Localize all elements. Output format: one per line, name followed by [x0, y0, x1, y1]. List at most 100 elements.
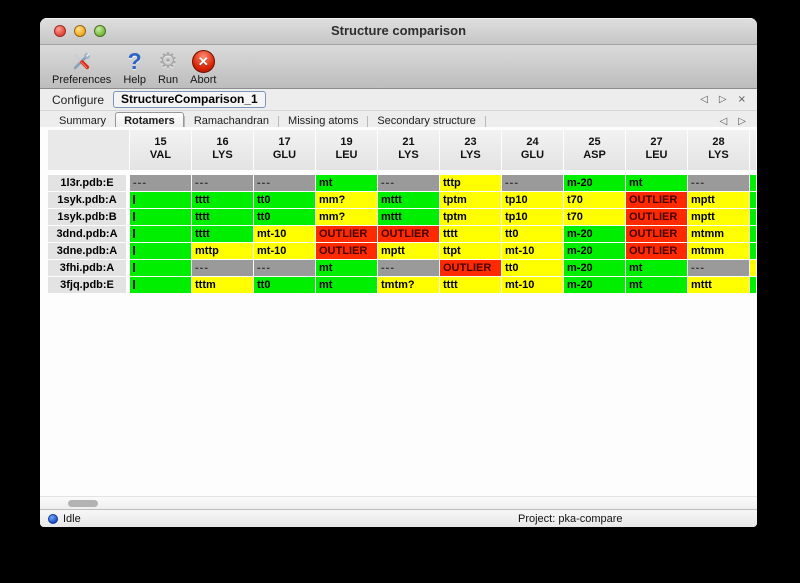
- rotamer-cell[interactable]: tttt: [192, 192, 253, 208]
- rotamer-cell[interactable]: OUTLIER: [316, 226, 377, 242]
- rotamer-cell[interactable]: m-20: [564, 226, 625, 242]
- rotamer-cell[interactable]: mtmm: [688, 243, 749, 259]
- close-configuration-icon[interactable]: ×: [737, 94, 746, 105]
- rotamer-cell[interactable]: ---: [378, 260, 439, 276]
- help-button[interactable]: ? Help: [123, 49, 146, 87]
- rotamer-cell[interactable]: mptt: [688, 192, 749, 208]
- configure-label: Configure: [52, 92, 105, 107]
- prev-tab-icon[interactable]: ◁: [719, 116, 728, 127]
- rotamer-cell[interactable]: mt: [316, 277, 377, 293]
- prev-configuration-icon[interactable]: ◁: [700, 94, 708, 105]
- rotamer-cell[interactable]: mm?: [316, 209, 377, 225]
- rotamer-cell[interactable]: mt: [626, 260, 687, 276]
- configuration-name-field[interactable]: StructureComparison_1: [113, 91, 266, 108]
- rotamer-cell[interactable]: ---: [130, 175, 191, 191]
- abort-button[interactable]: ✕ Abort: [190, 49, 216, 86]
- rotamer-cell[interactable]: t70: [564, 209, 625, 225]
- rotamer-cell[interactable]: [130, 226, 191, 242]
- rotamer-cell[interactable]: OUTLIER: [440, 260, 501, 276]
- next-tab-icon[interactable]: ▷: [738, 116, 746, 127]
- row-label[interactable]: 1syk.pdb:A: [48, 192, 126, 208]
- rotamer-cell[interactable]: mptt: [378, 243, 439, 259]
- rotamer-cell[interactable]: mttt: [378, 209, 439, 225]
- row-label[interactable]: 3dnd.pdb:A: [48, 226, 126, 242]
- rotamer-cell[interactable]: [130, 209, 191, 225]
- rotamer-cell[interactable]: t70: [564, 192, 625, 208]
- rotamer-cell[interactable]: mt: [316, 175, 377, 191]
- row-label[interactable]: 3dne.pdb:A: [48, 243, 126, 259]
- rotamer-cell[interactable]: tttt: [192, 209, 253, 225]
- content-area: 15 VAL 16 LYS 17 GLU 19 LEU 21 LYS 23 LYS 24 GLU 25 ASP…: [40, 127, 757, 497]
- tab-summary[interactable]: Summary: [59, 115, 107, 127]
- rotamer-cell[interactable]: ---: [688, 260, 749, 276]
- rotamer-cell[interactable]: tt0: [254, 209, 315, 225]
- tab-secondary-structure[interactable]: Secondary structure: [377, 115, 476, 127]
- rotamer-cell[interactable]: m-20: [564, 243, 625, 259]
- rotamer-cell[interactable]: mt: [626, 175, 687, 191]
- rotamer-cell[interactable]: OUTLIER: [626, 192, 687, 208]
- row-label[interactable]: 1syk.pdb:B: [48, 209, 126, 225]
- rotamer-cell[interactable]: tt0: [254, 192, 315, 208]
- horizontal-scrollbar-thumb[interactable]: [68, 500, 98, 507]
- zoom-button[interactable]: [94, 25, 106, 37]
- rotamer-cell[interactable]: ---: [688, 175, 749, 191]
- rotamer-cell[interactable]: mt: [626, 277, 687, 293]
- rotamer-cell[interactable]: mt-10: [254, 243, 315, 259]
- rotamer-cell[interactable]: tttt: [192, 226, 253, 242]
- rotamer-cell[interactable]: OUTLIER: [626, 243, 687, 259]
- rotamer-cell[interactable]: mttt: [378, 192, 439, 208]
- rotamer-cell[interactable]: mt-10: [502, 243, 563, 259]
- rotamer-cell[interactable]: tttt: [440, 226, 501, 242]
- rotamer-cell[interactable]: ---: [192, 260, 253, 276]
- rotamer-cell[interactable]: m-20: [564, 277, 625, 293]
- rotamer-cell[interactable]: mt: [316, 260, 377, 276]
- rotamer-cell[interactable]: tt0: [254, 277, 315, 293]
- rotamer-cell[interactable]: tp10: [502, 209, 563, 225]
- row-label[interactable]: 3fjq.pdb:E: [48, 277, 126, 293]
- rotamer-cell[interactable]: OUTLIER: [378, 226, 439, 242]
- rotamer-cell[interactable]: mttp: [192, 243, 253, 259]
- next-configuration-icon[interactable]: ▷: [718, 94, 727, 105]
- row-label[interactable]: 3fhi.pdb:A: [48, 260, 126, 276]
- rotamer-cell[interactable]: OUTLIER: [316, 243, 377, 259]
- column-header-16: 16 LYS: [192, 130, 253, 170]
- preferences-button[interactable]: Preferences: [52, 49, 111, 86]
- run-button[interactable]: ⚙ Run: [158, 49, 178, 86]
- rotamer-cell[interactable]: tttm: [192, 277, 253, 293]
- minimize-button[interactable]: [74, 25, 86, 37]
- rotamer-cell[interactable]: tt0: [502, 226, 563, 242]
- rotamer-cell[interactable]: tmtm?: [378, 277, 439, 293]
- rotamer-cell[interactable]: mtmm: [688, 226, 749, 242]
- rotamer-cell[interactable]: OUTLIER: [626, 226, 687, 242]
- tab-rotamers[interactable]: Rotamers: [115, 112, 184, 130]
- rotamer-cell[interactable]: [130, 260, 191, 276]
- rotamer-cell[interactable]: tp10: [502, 192, 563, 208]
- rotamer-cell[interactable]: [130, 243, 191, 259]
- tab-ramachandran[interactable]: Ramachandran: [193, 115, 270, 127]
- rotamer-cell[interactable]: mptt: [688, 209, 749, 225]
- rotamer-cell[interactable]: ---: [254, 175, 315, 191]
- rotamer-cell[interactable]: ---: [378, 175, 439, 191]
- tab-missing-atoms[interactable]: Missing atoms: [288, 115, 359, 127]
- rotamer-cell[interactable]: ---: [254, 260, 315, 276]
- rotamer-cell[interactable]: ttpt: [440, 243, 501, 259]
- rotamer-cell[interactable]: m-20: [564, 175, 625, 191]
- rotamer-cell[interactable]: mt-10: [254, 226, 315, 242]
- close-button[interactable]: [54, 25, 66, 37]
- rotamer-cell[interactable]: m-20: [564, 260, 625, 276]
- rotamer-cell[interactable]: mm?: [316, 192, 377, 208]
- rotamer-cell[interactable]: mttt: [688, 277, 749, 293]
- tab-nav: ◁ ▷: [720, 111, 746, 132]
- rotamer-cell[interactable]: ---: [192, 175, 253, 191]
- rotamer-cell[interactable]: OUTLIER: [626, 209, 687, 225]
- rotamer-cell[interactable]: tptm: [440, 192, 501, 208]
- rotamer-cell[interactable]: tttt: [440, 277, 501, 293]
- rotamer-cell[interactable]: mt-10: [502, 277, 563, 293]
- rotamer-cell[interactable]: [130, 192, 191, 208]
- row-label[interactable]: 1l3r.pdb:E: [48, 175, 126, 191]
- rotamer-cell[interactable]: tt0: [502, 260, 563, 276]
- rotamer-cell[interactable]: tptm: [440, 209, 501, 225]
- rotamer-cell[interactable]: tttp: [440, 175, 501, 191]
- rotamer-cell[interactable]: ---: [502, 175, 563, 191]
- rotamer-cell[interactable]: [130, 277, 191, 293]
